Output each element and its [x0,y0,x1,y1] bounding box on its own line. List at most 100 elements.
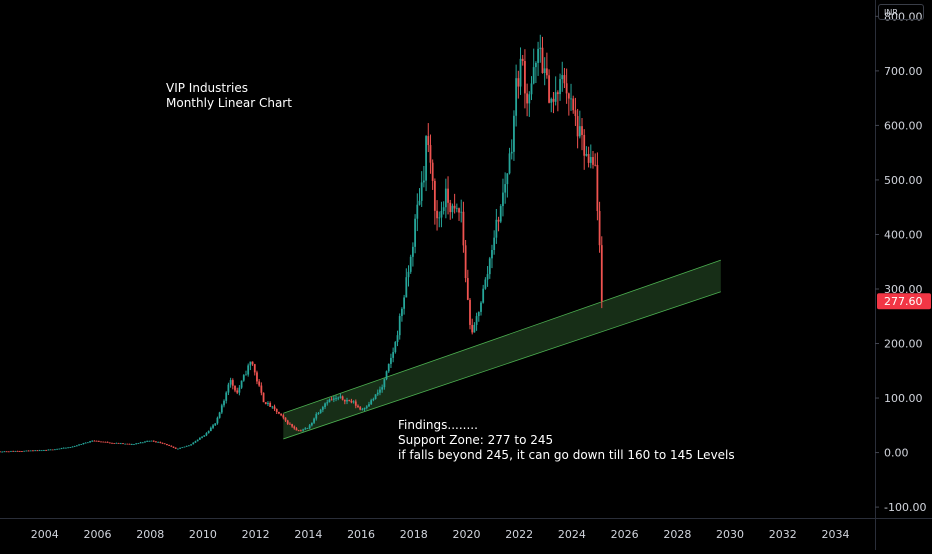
candle-body[interactable] [161,442,164,444]
candle-body[interactable] [335,398,337,400]
candle-body[interactable] [56,448,59,450]
candle-body[interactable] [295,428,298,431]
candle-body[interactable] [229,380,232,385]
candle-body[interactable] [146,441,149,442]
candle-body[interactable] [453,205,456,209]
candle-body[interactable] [473,324,476,333]
candle-body[interactable] [93,440,96,442]
candle-body[interactable] [117,442,120,444]
candle-body[interactable] [510,151,513,154]
candle-body[interactable] [238,387,241,393]
candle-body[interactable] [10,451,12,452]
candle-body[interactable] [293,426,296,429]
candle-body[interactable] [124,443,127,445]
candle-body[interactable] [565,83,568,94]
candle-body[interactable] [482,288,485,303]
candle-body[interactable] [260,385,263,393]
candle-body[interactable] [78,444,80,446]
candle-body[interactable] [451,205,454,213]
candle-body[interactable] [282,415,285,418]
candle-body[interactable] [49,449,52,451]
candle-body[interactable] [310,422,313,426]
candle-body[interactable] [170,445,173,447]
candle-body[interactable] [433,180,436,211]
candle-body[interactable] [95,440,98,442]
candle-body[interactable] [32,450,34,452]
candle-body[interactable] [304,428,307,430]
candle-body[interactable] [181,447,184,449]
candle-body[interactable] [214,423,217,426]
last-price-badge[interactable] [877,293,931,310]
candle-body[interactable] [431,162,434,181]
candle-body[interactable] [54,449,56,451]
candle-body[interactable] [258,381,261,386]
candle-body[interactable] [321,407,324,410]
candle-body[interactable] [155,441,157,443]
candle-body[interactable] [45,450,48,451]
candle-body[interactable] [519,58,522,87]
candle-body[interactable] [361,409,364,410]
candle-body[interactable] [209,427,212,432]
candle-body[interactable] [541,47,544,73]
candle-body[interactable] [141,442,144,444]
candle-body[interactable] [530,83,533,95]
candle-body[interactable] [3,451,6,453]
candle-body[interactable] [412,246,414,257]
candle-body[interactable] [262,392,265,403]
candle-body[interactable] [201,436,203,438]
candle-body[interactable] [5,451,8,453]
candle-body[interactable] [420,182,423,201]
candle-body[interactable] [47,449,50,451]
candle-body[interactable] [240,380,243,388]
price-axis[interactable]: 800.00 700.00 600.00 500.00 400.00 300.00 200.… [875,10,926,514]
candle-body[interactable] [515,78,518,116]
candle-body[interactable] [64,447,67,449]
candle-body[interactable] [517,78,520,87]
candle-body[interactable] [291,424,294,427]
candle-body[interactable] [587,154,590,163]
candle-body[interactable] [187,445,190,447]
candle-body[interactable] [458,208,460,213]
candle-body[interactable] [348,400,351,401]
candle-body[interactable] [350,400,353,403]
candle-body[interactable] [275,409,278,412]
candle-body[interactable] [174,447,177,449]
candle-body[interactable] [563,75,566,84]
candle-body[interactable] [477,311,480,317]
candle-body[interactable] [455,208,458,210]
candle-body[interactable] [379,389,381,393]
candle-body[interactable] [205,433,208,436]
candle-body[interactable] [506,173,509,185]
candle-body[interactable] [168,445,171,446]
candle-body[interactable] [227,384,230,393]
candle-body[interactable] [528,94,531,104]
candle-body[interactable] [139,442,142,444]
candle-body[interactable] [36,450,39,452]
candle-body[interactable] [418,200,421,205]
candle-body[interactable] [313,418,315,423]
candle-body[interactable] [192,442,195,445]
candle-body[interactable] [436,210,438,219]
candle-body[interactable] [449,202,452,213]
candle-body[interactable] [524,61,526,94]
candle-body[interactable] [398,316,401,336]
candle-body[interactable] [598,211,601,246]
candle-body[interactable] [67,447,69,449]
candle-body[interactable] [422,180,425,183]
candle-body[interactable] [460,211,463,213]
candle-body[interactable] [51,449,54,451]
candle-body[interactable] [12,451,15,452]
candle-body[interactable] [578,126,581,137]
candle-body[interactable] [75,445,78,447]
candle-body[interactable] [62,447,65,449]
candle-body[interactable] [534,62,537,68]
candle-body[interactable] [245,374,247,376]
candle-body[interactable] [148,440,151,442]
candle-body[interactable] [343,399,346,402]
candle-body[interactable] [249,361,252,366]
support-channel-lower-line[interactable] [283,291,721,440]
candle-body[interactable] [306,428,309,429]
candle-body[interactable] [106,441,109,443]
